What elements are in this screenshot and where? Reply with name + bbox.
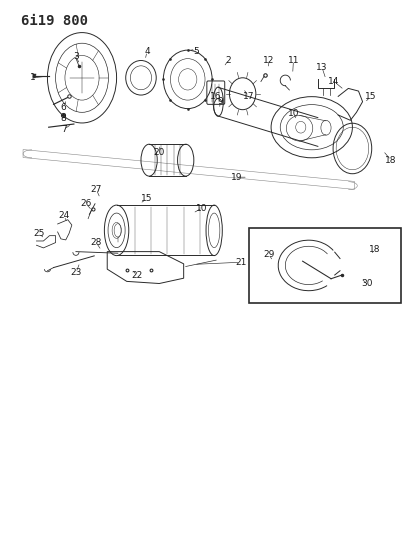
Text: 21: 21: [235, 258, 246, 266]
Text: 13: 13: [316, 63, 328, 71]
Text: 7: 7: [61, 125, 67, 134]
Text: 18: 18: [369, 245, 381, 254]
Text: 14: 14: [328, 77, 340, 86]
Text: 11: 11: [288, 56, 299, 64]
Text: 20: 20: [153, 148, 165, 157]
Text: 12: 12: [264, 56, 275, 64]
Text: 25: 25: [33, 229, 45, 238]
Text: 2: 2: [226, 56, 231, 64]
Text: 10: 10: [196, 204, 208, 213]
Text: 4: 4: [144, 47, 150, 55]
Text: 17: 17: [243, 92, 255, 101]
Text: 30: 30: [361, 279, 373, 288]
Text: 15: 15: [365, 92, 377, 101]
Text: 27: 27: [91, 185, 102, 194]
Text: 6i19 800: 6i19 800: [21, 14, 88, 28]
Text: 18: 18: [385, 156, 397, 165]
Text: 9: 9: [217, 97, 223, 106]
Text: 5: 5: [193, 47, 199, 55]
Text: 10: 10: [288, 109, 299, 118]
Text: 24: 24: [58, 212, 69, 221]
Bar: [249, 228, 401, 303]
Text: 28: 28: [91, 238, 102, 247]
Text: 15: 15: [141, 194, 153, 203]
Text: 22: 22: [131, 271, 142, 280]
Text: 6: 6: [61, 102, 67, 111]
Text: 26: 26: [80, 199, 92, 208]
Text: 1: 1: [30, 73, 36, 82]
Text: 16: 16: [211, 92, 222, 101]
Text: 29: 29: [264, 251, 275, 260]
Text: 23: 23: [70, 269, 82, 277]
Text: 19: 19: [231, 173, 242, 182]
Text: 8: 8: [61, 114, 67, 123]
Text: 3: 3: [73, 52, 79, 61]
